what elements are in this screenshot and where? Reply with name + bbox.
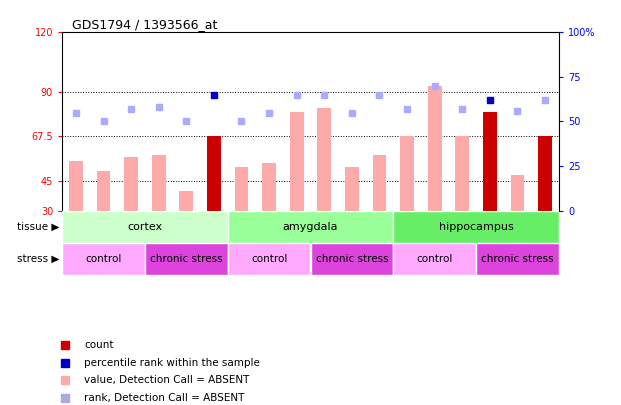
Text: GSM53310: GSM53310: [458, 213, 467, 259]
Text: GSM53309: GSM53309: [430, 213, 439, 259]
Bar: [455, 136, 469, 211]
Bar: [345, 167, 359, 211]
Bar: [373, 155, 386, 211]
Text: GSM53311: GSM53311: [154, 213, 163, 259]
Text: GDS1794 / 1393566_at: GDS1794 / 1393566_at: [72, 18, 217, 31]
Bar: [510, 175, 524, 211]
Bar: [538, 136, 552, 211]
Bar: [62, 243, 145, 275]
Bar: [393, 243, 476, 275]
Text: value, Detection Call = ABSENT: value, Detection Call = ABSENT: [84, 375, 250, 385]
Bar: [69, 161, 83, 211]
Text: hippocampus: hippocampus: [438, 222, 514, 232]
Text: GSM53305: GSM53305: [237, 213, 246, 259]
Text: chronic stress: chronic stress: [481, 254, 554, 264]
Bar: [262, 163, 276, 211]
Bar: [235, 167, 248, 211]
Bar: [179, 191, 193, 211]
Bar: [62, 211, 228, 243]
Text: chronic stress: chronic stress: [150, 254, 222, 264]
Bar: [228, 243, 310, 275]
Text: GSM53308: GSM53308: [402, 213, 412, 259]
Bar: [400, 136, 414, 211]
Text: control: control: [417, 254, 453, 264]
Bar: [290, 112, 304, 211]
Text: stress ▶: stress ▶: [17, 254, 60, 264]
Text: GSM53306: GSM53306: [265, 213, 274, 259]
Text: GSM53312: GSM53312: [182, 213, 191, 259]
Text: GSM53300: GSM53300: [347, 213, 356, 259]
Text: GSM53302: GSM53302: [486, 213, 494, 259]
Bar: [124, 157, 138, 211]
Text: GSM53313: GSM53313: [209, 213, 219, 259]
Text: control: control: [251, 254, 288, 264]
Text: GSM53315: GSM53315: [99, 213, 108, 259]
Bar: [310, 243, 393, 275]
Text: control: control: [85, 254, 122, 264]
Bar: [393, 211, 559, 243]
Bar: [207, 136, 221, 211]
Text: GSM53316: GSM53316: [127, 213, 135, 259]
Text: rank, Detection Call = ABSENT: rank, Detection Call = ABSENT: [84, 393, 245, 403]
Bar: [317, 108, 331, 211]
Text: GSM53307: GSM53307: [292, 213, 301, 259]
Bar: [145, 243, 228, 275]
Bar: [152, 155, 166, 211]
Bar: [483, 112, 497, 211]
Text: amygdala: amygdala: [283, 222, 338, 232]
Bar: [97, 171, 111, 211]
Text: percentile rank within the sample: percentile rank within the sample: [84, 358, 260, 368]
Text: cortex: cortex: [127, 222, 163, 232]
Bar: [428, 86, 442, 211]
Text: GSM53303: GSM53303: [513, 213, 522, 259]
Text: GSM53314: GSM53314: [71, 213, 80, 259]
Text: count: count: [84, 340, 114, 350]
Text: GSM53299: GSM53299: [320, 213, 329, 259]
Bar: [476, 243, 559, 275]
Text: chronic stress: chronic stress: [315, 254, 388, 264]
Bar: [228, 211, 393, 243]
Text: tissue ▶: tissue ▶: [17, 222, 60, 232]
Text: GSM53301: GSM53301: [375, 213, 384, 259]
Text: GSM53304: GSM53304: [541, 213, 550, 259]
